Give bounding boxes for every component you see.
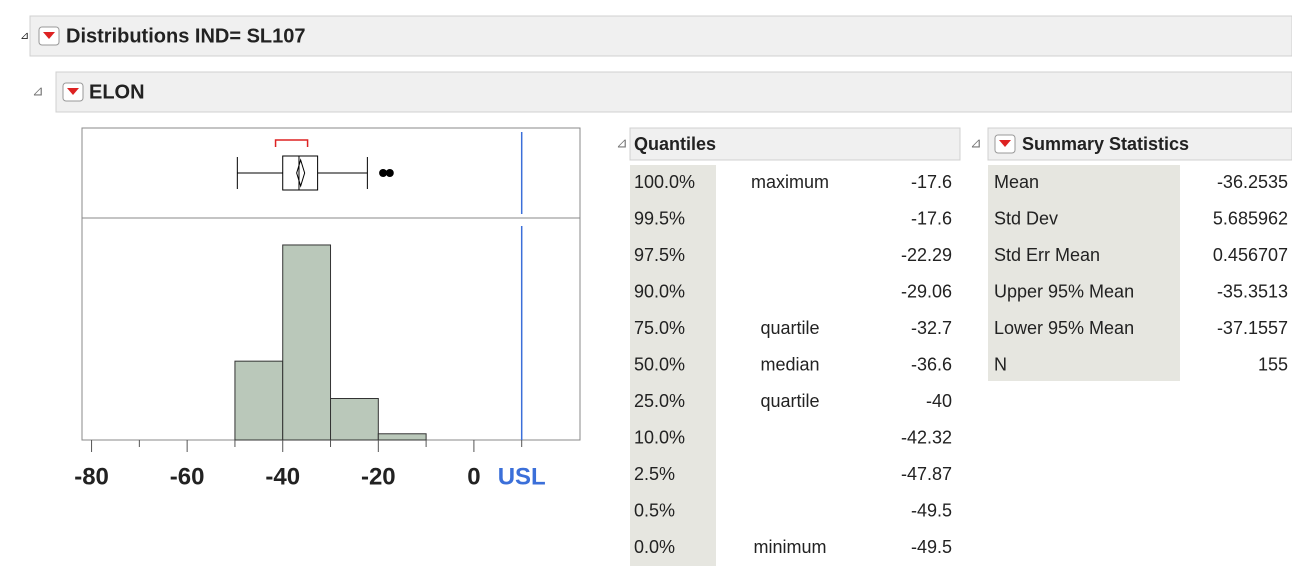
- quantile-pct: 0.5%: [634, 500, 675, 520]
- x-tick-label: -20: [361, 463, 396, 490]
- quantile-value: -29.06: [901, 281, 952, 301]
- hist-bar: [234, 360, 284, 441]
- quantile-value: -17.6: [911, 208, 952, 228]
- x-tick-label: -40: [265, 463, 300, 490]
- disclosure[interactable]: ⊿: [32, 83, 44, 99]
- disclosure[interactable]: ⊿: [616, 135, 628, 151]
- usl-label: USL: [498, 463, 546, 490]
- quantile-col-bg: [630, 165, 716, 566]
- hist-bar: [377, 433, 427, 441]
- quantile-label: maximum: [751, 172, 829, 192]
- quantile-pct: 97.5%: [634, 245, 685, 265]
- red-triangle: [67, 88, 79, 95]
- header-title: Distributions IND= SL107: [66, 25, 306, 47]
- quantile-value: -42.32: [901, 427, 952, 447]
- quantile-pct: 75.0%: [634, 318, 685, 338]
- quantile-pct: 25.0%: [634, 391, 685, 411]
- quantile-value: -36.6: [911, 354, 952, 374]
- disclosure[interactable]: ⊿: [20, 30, 29, 42]
- quantile-label: minimum: [753, 537, 826, 557]
- x-tick-label: 0: [467, 463, 480, 490]
- summary-value: -37.1557: [1217, 318, 1288, 338]
- quantiles-header: [629, 127, 961, 161]
- outlier: [385, 169, 394, 177]
- quantile-pct: 10.0%: [634, 427, 685, 447]
- shortest-half: [274, 139, 309, 147]
- quantile-pct: 99.5%: [634, 208, 685, 228]
- summary-value: 0.456707: [1213, 245, 1288, 265]
- quantile-pct: 50.0%: [634, 354, 685, 374]
- summary-title: Summary Statistics: [1022, 134, 1189, 154]
- summary-value: -36.2535: [1217, 172, 1288, 192]
- quantile-value: -22.29: [901, 245, 952, 265]
- summary-label: Lower 95% Mean: [994, 318, 1134, 338]
- quantile-value: -17.6: [911, 172, 952, 192]
- quantile-value: -32.7: [911, 318, 952, 338]
- summary-label: Std Dev: [994, 208, 1058, 228]
- quantile-label: quartile: [760, 318, 819, 338]
- quantile-pct: 100.0%: [634, 172, 695, 192]
- outline-header: [29, 15, 1292, 57]
- red-triangle: [999, 140, 1011, 147]
- summary-label: N: [994, 354, 1007, 374]
- quantile-pct: 0.0%: [634, 537, 675, 557]
- summary-label: Mean: [994, 172, 1039, 192]
- quantile-value: -40: [926, 391, 952, 411]
- summary-col-bg: [988, 165, 1180, 381]
- quantile-pct: 2.5%: [634, 464, 675, 484]
- summary-value: -35.3513: [1217, 281, 1288, 301]
- hist-bar: [282, 244, 332, 441]
- hist-bar: [330, 398, 379, 441]
- outlier: [379, 169, 388, 177]
- mean-diamond: [296, 158, 306, 188]
- variable-title: ELON: [89, 81, 145, 103]
- x-tick-label: -80: [74, 463, 109, 490]
- variable-header: [55, 71, 1292, 113]
- quantile-value: -47.87: [901, 464, 952, 484]
- quantile-pct: 90.0%: [634, 281, 685, 301]
- quantile-value: -49.5: [911, 500, 952, 520]
- quantile-label: quartile: [760, 391, 819, 411]
- quantile-label: median: [760, 354, 819, 374]
- summary-label: Upper 95% Mean: [994, 281, 1134, 301]
- x-tick-label: -60: [170, 463, 205, 490]
- summary-value: 155: [1258, 354, 1288, 374]
- red-triangle: [43, 32, 55, 39]
- quantile-value: -49.5: [911, 537, 952, 557]
- disclosure[interactable]: ⊿: [970, 135, 982, 151]
- quantiles-title: Quantiles: [634, 134, 716, 154]
- summary-header: [987, 127, 1292, 161]
- summary-value: 5.685962: [1213, 208, 1288, 228]
- summary-label: Std Err Mean: [994, 245, 1100, 265]
